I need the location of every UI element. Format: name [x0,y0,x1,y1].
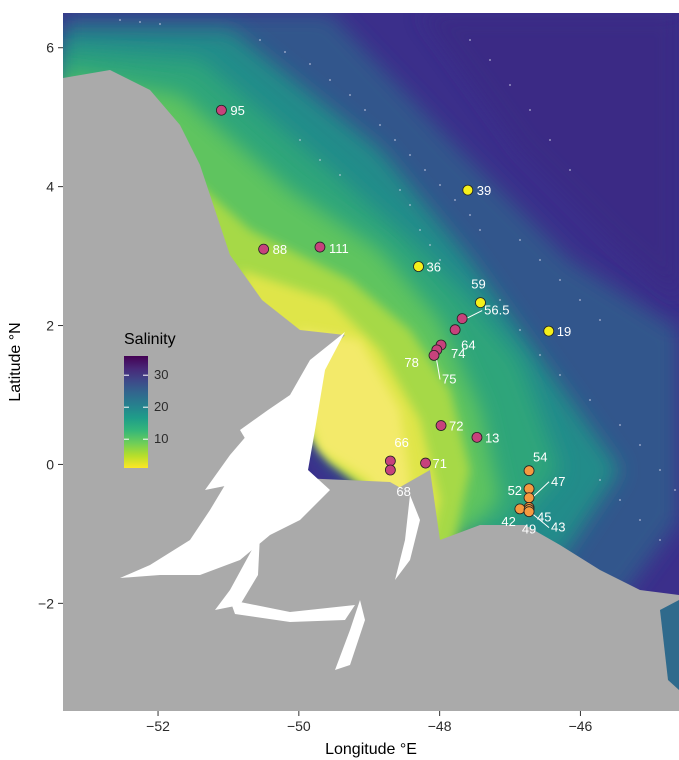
legend-tick-label: 10 [154,431,168,446]
x-tick-label: −48 [428,718,452,734]
station-marker [523,465,535,477]
ocean-east-patch [660,600,679,690]
station-marker [435,420,447,431]
legend-title: Salinity [124,331,176,348]
y-tick-label: 4 [46,179,54,195]
station-marker [543,325,555,337]
legend-ticks: 10 20 30 [124,367,168,446]
station-label: 64 [461,338,475,353]
station-label: 13 [485,430,499,445]
x-tick-label: −50 [287,718,311,734]
station-label: 56.5 [484,303,509,318]
island-small [265,318,280,334]
station-marker [428,350,440,361]
station-label: 54 [533,450,547,465]
amazon-estuary [120,332,420,670]
station-label: 68 [396,484,410,499]
legend-tick-label: 20 [154,399,168,414]
station-label: 49 [522,522,536,537]
y-axis: −2 0 2 4 6 [38,40,63,611]
station-label: 78 [404,355,418,370]
station-label: 42 [501,514,515,529]
station-marker [420,457,431,469]
y-tick-label: 2 [46,318,54,334]
station-label: 36 [427,260,441,275]
y-tick-label: −2 [38,595,54,611]
station-label: 59 [471,277,485,292]
station-label: 19 [557,324,571,339]
station-marker [462,184,474,196]
x-axis-title: Longitude °E [325,741,417,758]
station-label: 39 [477,183,491,198]
station-marker [475,297,486,309]
station-marker [471,431,483,443]
station-label: 47 [551,474,565,489]
station-label: 111 [329,241,349,256]
station-label: 88 [273,242,287,257]
y-axis-title: Latitude °N [7,322,24,401]
y-tick-label: 0 [46,456,54,472]
x-axis: −52 −50 −48 −46 [146,711,593,734]
station-label: 74 [451,346,465,361]
salinity-legend: Salinity 10 20 30 [124,331,176,468]
station-label: 45 [537,510,551,525]
legend-colorbar [124,356,148,468]
station-marker [456,313,468,324]
station-label: 75 [442,371,456,386]
station-label: 66 [394,435,408,450]
station-marker [384,464,396,476]
x-tick-label: −46 [569,718,593,734]
station-leader-line [435,356,441,380]
station-label: 72 [449,419,463,434]
station-marker [523,492,535,504]
station-label: 71 [433,456,447,471]
station-leader-line [530,512,550,529]
legend-tick-label: 30 [154,367,168,382]
y-tick-label: 6 [46,40,54,56]
station-marker [215,104,227,116]
station-marker [384,455,396,467]
station-label: 52 [508,483,522,498]
station-marker [523,483,535,495]
station-marker [314,241,326,253]
station-marker [449,324,461,336]
x-tick-label: −52 [146,718,170,734]
cruise-track [119,19,676,541]
station-marker [514,503,526,515]
station-label: 95 [230,103,244,118]
station-marker [413,261,424,272]
station-marker [258,243,270,255]
station-marker [523,506,535,518]
station-label: 43 [551,520,565,535]
